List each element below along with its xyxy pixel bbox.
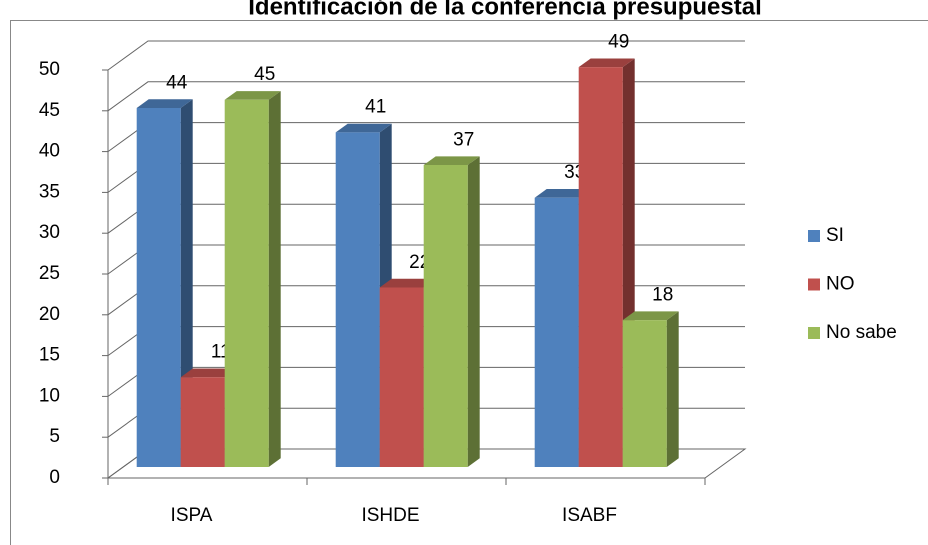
legend-swatch <box>808 327 820 339</box>
bar-face <box>467 156 480 467</box>
bar-face <box>423 165 468 467</box>
y-tick-label: 25 <box>39 263 60 284</box>
bar-face <box>578 58 635 68</box>
data-label: 45 <box>254 64 275 85</box>
bar-face <box>379 278 436 288</box>
y-tick-label: 5 <box>49 426 60 447</box>
y-tick-label: 35 <box>39 181 60 202</box>
y-tick-label: 45 <box>39 100 60 121</box>
legend-label: No sabe <box>826 322 897 343</box>
y-tick-label: 50 <box>39 59 60 80</box>
bar-face <box>224 91 281 100</box>
legend-swatch <box>808 278 820 291</box>
x-tick-label: ISPA <box>171 505 213 526</box>
bar <box>622 311 679 467</box>
y-tick-label: 15 <box>39 345 60 366</box>
data-label: 49 <box>608 31 629 52</box>
bar-face <box>379 287 424 467</box>
bar-face <box>136 99 193 108</box>
legend-swatch <box>808 230 820 242</box>
y-tick-label: 0 <box>49 467 60 488</box>
grid-line <box>107 40 745 71</box>
bar-face <box>136 107 181 467</box>
bar <box>224 91 281 467</box>
legend-label: NO <box>826 274 855 295</box>
data-label: 41 <box>365 97 386 118</box>
bar-face <box>180 368 237 378</box>
y-tick-label: 30 <box>39 222 60 243</box>
data-label: 37 <box>453 129 474 150</box>
bar-face <box>578 67 623 467</box>
bar-face <box>534 189 591 198</box>
x-tick-label: ISABF <box>562 505 617 526</box>
y-tick-label: 20 <box>39 304 60 325</box>
bar-face <box>224 99 269 467</box>
legend-label: SI <box>826 225 844 246</box>
bar-face <box>423 156 480 166</box>
bar <box>423 156 480 467</box>
y-tick-label: 40 <box>39 141 60 162</box>
grid-line <box>107 81 745 112</box>
bar-face <box>180 377 225 467</box>
chart-title: Identificación de la conferencia presupu… <box>248 0 761 20</box>
data-label: 44 <box>166 72 188 93</box>
x-tick-label: ISHDE <box>361 505 419 526</box>
bar-face <box>534 197 579 467</box>
bar-face <box>335 123 392 133</box>
y-tick-label: 10 <box>39 385 60 406</box>
bar-face <box>666 311 679 467</box>
data-label: 18 <box>652 284 673 305</box>
bar-face <box>335 132 380 467</box>
bar-face <box>268 91 281 467</box>
bar-face <box>622 311 679 321</box>
bar-face <box>622 320 667 467</box>
